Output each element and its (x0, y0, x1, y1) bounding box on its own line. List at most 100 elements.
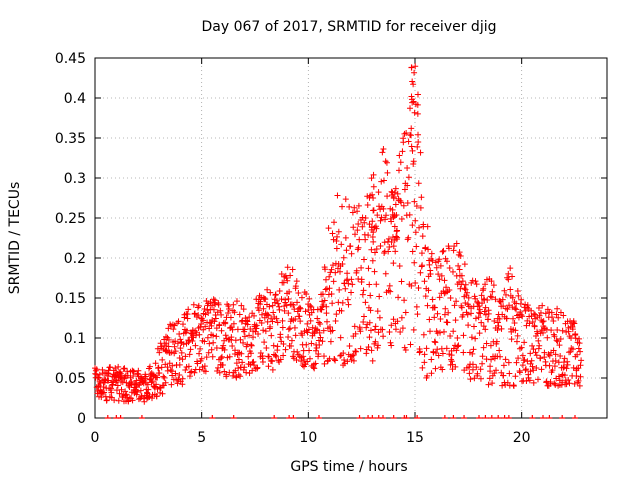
data-point (368, 175, 375, 182)
data-point (402, 309, 409, 316)
data-point (349, 352, 356, 359)
data-point (559, 372, 566, 379)
data-point (409, 222, 416, 229)
data-point (155, 365, 162, 372)
data-point (408, 143, 415, 150)
data-point (360, 287, 367, 294)
data-point (270, 309, 277, 316)
data-point (213, 344, 220, 351)
data-point (509, 304, 516, 311)
data-point (574, 351, 581, 358)
data-point (120, 365, 127, 372)
data-point (476, 302, 483, 309)
data-point (398, 314, 405, 321)
data-point (413, 303, 420, 310)
data-point (514, 332, 521, 339)
data-point (382, 216, 389, 223)
data-point (390, 195, 397, 202)
data-point (532, 349, 539, 356)
data-point (439, 248, 446, 255)
data-point (516, 369, 523, 376)
data-point (339, 203, 346, 210)
data-point (165, 325, 172, 332)
zero-level-point (572, 415, 578, 419)
data-point (349, 209, 356, 216)
data-point (255, 307, 262, 314)
data-point (133, 377, 140, 384)
data-point (337, 268, 344, 275)
y-tick-label: 0.45 (55, 51, 86, 67)
data-point (274, 319, 281, 326)
data-point (434, 310, 441, 317)
data-point (469, 361, 476, 368)
data-point (307, 317, 314, 324)
data-point (464, 289, 471, 296)
data-point (210, 332, 217, 339)
data-point (207, 298, 214, 305)
data-point (202, 323, 209, 330)
data-point (513, 338, 520, 345)
data-point (392, 185, 399, 192)
data-point (228, 324, 235, 331)
chart-title: Day 067 of 2017, SRMTID for receiver dji… (202, 19, 497, 35)
data-point (186, 351, 193, 358)
data-point (135, 367, 142, 374)
data-point (359, 214, 366, 221)
data-point (223, 373, 230, 380)
data-point (448, 352, 455, 359)
data-point (408, 125, 415, 132)
data-point (412, 229, 419, 236)
data-point (461, 261, 468, 268)
data-point (292, 315, 299, 322)
data-point (362, 299, 369, 306)
data-point (510, 382, 517, 389)
data-point (540, 318, 547, 325)
x-tick-label: 10 (299, 430, 317, 446)
data-point (493, 367, 500, 374)
zero-level-point (380, 415, 386, 419)
data-point (443, 284, 450, 291)
data-point (270, 342, 277, 349)
data-point (217, 307, 224, 314)
data-point (121, 365, 128, 372)
data-point (294, 299, 301, 306)
data-point (569, 326, 576, 333)
data-point (285, 310, 292, 317)
data-point (534, 376, 541, 383)
data-point (308, 340, 315, 347)
data-point (154, 345, 161, 352)
data-point (393, 233, 400, 240)
data-point (437, 329, 444, 336)
data-point (535, 305, 542, 312)
data-point (322, 286, 329, 293)
data-point (418, 250, 425, 257)
data-point (401, 186, 408, 193)
data-point (447, 332, 454, 339)
data-point (350, 357, 357, 364)
data-point (440, 247, 447, 254)
data-point (467, 376, 474, 383)
data-point (269, 318, 276, 325)
data-point (369, 357, 376, 364)
data-point (422, 293, 429, 300)
data-point (180, 341, 187, 348)
data-point (351, 323, 358, 330)
data-point (274, 343, 281, 350)
data-point (443, 258, 450, 265)
data-point (564, 361, 571, 368)
data-point (386, 244, 393, 251)
data-point (505, 359, 512, 366)
data-point (502, 356, 509, 363)
data-point (566, 349, 573, 356)
data-point (499, 382, 506, 389)
data-point (116, 390, 123, 397)
data-point (561, 372, 568, 379)
data-point (480, 285, 487, 292)
data-point (489, 288, 496, 295)
data-point (205, 349, 212, 356)
data-point (449, 268, 456, 275)
data-point (153, 381, 160, 388)
data-point (290, 302, 297, 309)
data-point (197, 345, 204, 352)
axis-ticks: 0 0.05 0.1 0.15 0.2 0.25 0.3 0.35 0.4 0.45 0 5 10 15 2… (55, 51, 607, 446)
